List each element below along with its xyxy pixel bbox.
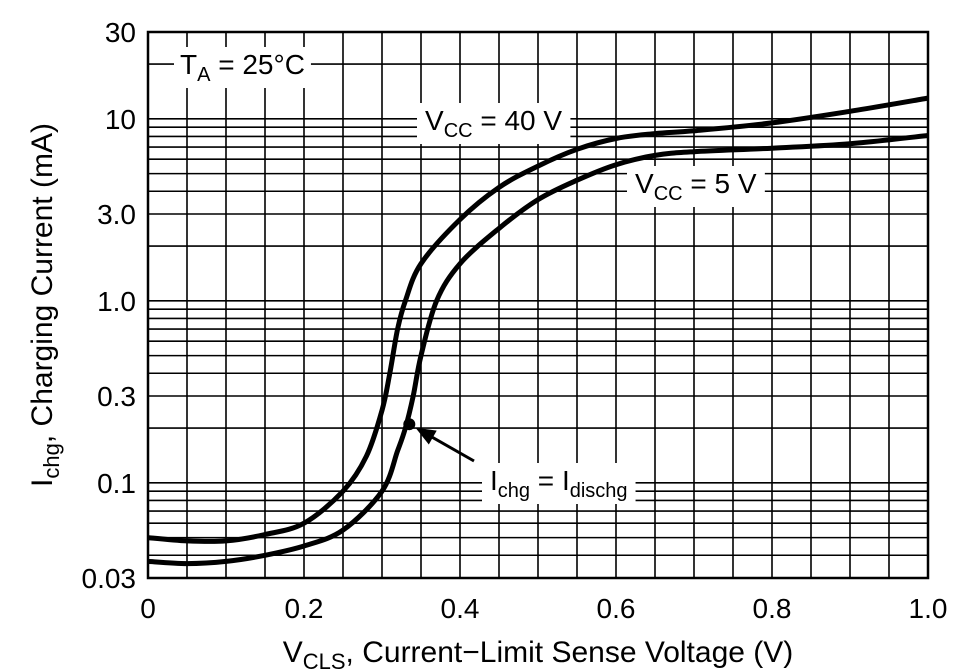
y-tick-label: 0.1 <box>97 468 136 499</box>
y-axis-title: Ichg, Charging Current (mA) <box>26 123 64 487</box>
y-tick-label: 30 <box>105 17 136 48</box>
equal-current-point <box>403 418 416 431</box>
x-tick-label: 1.0 <box>909 593 948 624</box>
plot-frame <box>146 30 930 580</box>
series-line-vcc-40v <box>147 95 929 544</box>
x-tick-labels: 0 0.2 0.4 0.6 0.8 1.0 <box>140 593 947 624</box>
series-label-vcc-5v: VCC = 5 V <box>635 168 757 205</box>
equal-label-bg <box>482 463 636 504</box>
temp-label-bg <box>174 47 311 88</box>
y-tick-label: 10 <box>105 104 136 135</box>
series-40v-label-bg <box>417 103 571 144</box>
x-tick-label: 0.4 <box>441 593 480 624</box>
x-axis-title: VCLS, Current−Limit Sense Voltage (V) <box>283 636 794 672</box>
curves <box>147 95 929 567</box>
y-tick-label: 3.0 <box>97 199 136 230</box>
x-tick-label: 0.2 <box>285 593 324 624</box>
x-tick-label: 0.6 <box>597 593 636 624</box>
y-tick-label: 0.3 <box>97 381 136 412</box>
x-tick-label: 0.8 <box>753 593 792 624</box>
series-label-vcc-40v: VCC = 40 V <box>425 105 562 142</box>
x-tick-label: 0 <box>140 593 156 624</box>
series-5v-label-bg <box>627 166 765 207</box>
series-line-vcc-5v <box>147 133 929 567</box>
temp-annotation: TA = 25°C <box>180 49 305 86</box>
annotation-arrow <box>426 433 475 463</box>
annotation-arrowhead <box>415 427 437 445</box>
y-tick-label: 1.0 <box>97 286 136 317</box>
y-tick-label: 0.03 <box>82 563 137 594</box>
equal-current-annotation: Ichg = Idischg <box>490 465 628 502</box>
y-tick-labels: 0.03 0.1 0.3 1.0 3.0 10 30 <box>82 17 137 594</box>
